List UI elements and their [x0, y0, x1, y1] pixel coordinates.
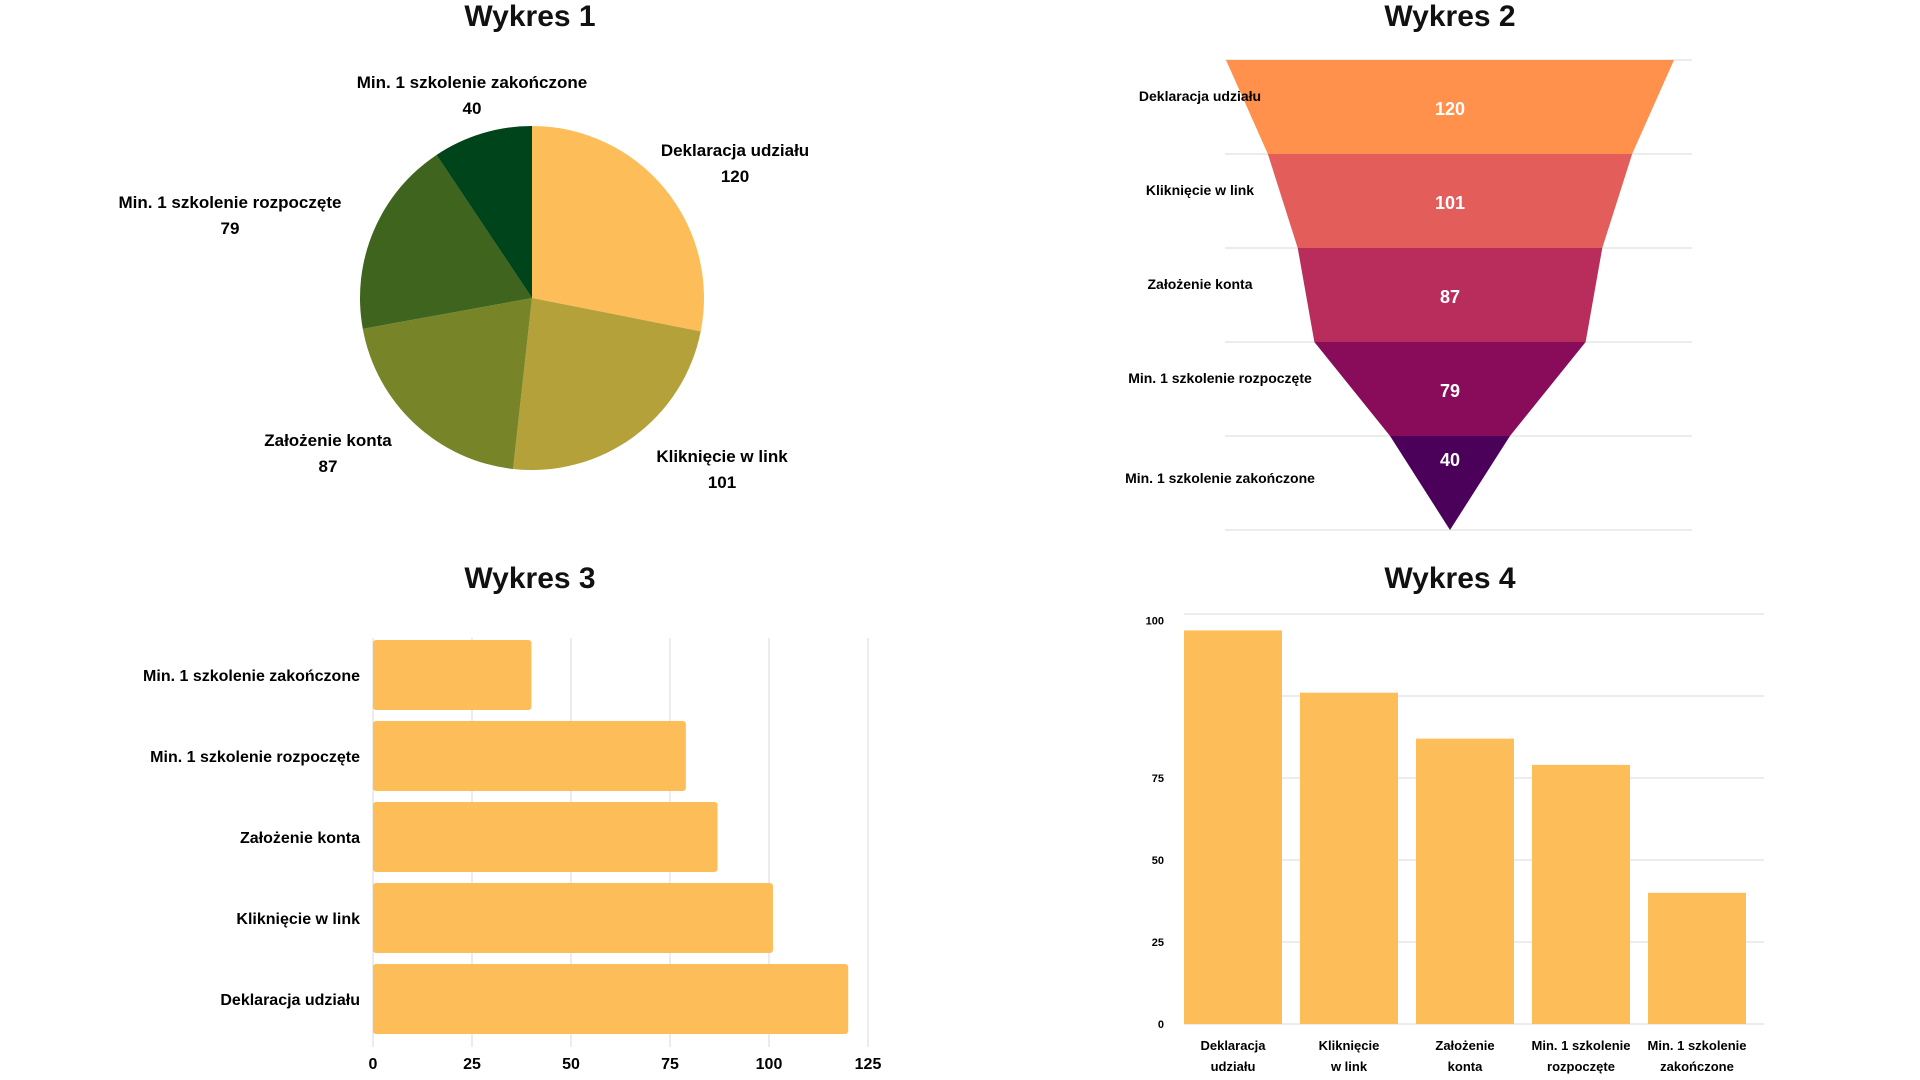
hbar [373, 883, 773, 953]
x-category-label: Kliknięcie [1319, 1038, 1380, 1053]
x-category-label: w link [1330, 1059, 1368, 1074]
funnel-category-label: Min. 1 szkolenie rozpoczęte [1128, 370, 1312, 386]
x-category-label: rozpoczęte [1547, 1059, 1615, 1074]
chart-4-title: Wykres 4 [1384, 562, 1516, 595]
chart-2-title: Wykres 2 [1384, 0, 1516, 33]
pie-slice [532, 126, 704, 332]
y-category-label: Kliknięcie w link [236, 911, 360, 928]
funnel-value-label: 120 [1435, 99, 1465, 119]
y-category-label: Min. 1 szkolenie zakończone [143, 668, 360, 685]
pie-category-label: Założenie konta [264, 431, 392, 450]
funnel-segment [1226, 60, 1674, 154]
funnel-value-label: 79 [1440, 381, 1460, 401]
pie-category-label: Min. 1 szkolenie zakończone [357, 73, 588, 92]
pie-category-label: Deklaracja udziału [661, 141, 809, 160]
x-category-label: zakończone [1660, 1059, 1734, 1074]
chart-4-panel: Wykres 4 0 25 50 75 100 Deklaracja udziału Klik… [1060, 560, 1920, 1080]
chart-3-title: Wykres 3 [464, 562, 596, 595]
chart-3-panel: Wykres 3 0 25 50 75 100 125 Min. 1 szkolenie z… [0, 560, 1060, 1080]
funnel-category-label: Deklaracja udziału [1139, 88, 1261, 104]
chart-1-panel: Wykres 1 Deklaracja udziału 120 Kliknięcie… [0, 0, 1060, 540]
funnel-value-label: 101 [1435, 193, 1465, 213]
funnel-category-label: Założenie konta [1147, 276, 1252, 292]
hbar [373, 802, 718, 872]
funnel-category-label: Kliknięcie w link [1146, 182, 1254, 198]
chart-2-panel: Wykres 2 120 Deklaracja udziału 101 Kliknię… [1060, 0, 1920, 540]
x-category-label: Min. 1 szkolenie [1648, 1038, 1747, 1053]
x-category-label: konta [1448, 1059, 1483, 1074]
y-category-label: Min. 1 szkolenie rozpoczęte [150, 749, 360, 766]
vbar [1416, 738, 1514, 1024]
x-category-label: udziału [1211, 1059, 1256, 1074]
vertical-bar-chart: 0 25 50 75 100 Deklaracja udziału Kliknięcie w l… [1146, 613, 1764, 1074]
x-tick-label: 50 [562, 1056, 580, 1073]
funnel-segment [1297, 248, 1603, 342]
funnel-chart: 120 Deklaracja udziału 101 Kliknięcie w lin… [1125, 59, 1692, 531]
pie-slice [362, 298, 532, 469]
vbar [1184, 630, 1282, 1024]
y-category-label: Deklaracja udziału [220, 992, 360, 1009]
hbar [373, 964, 849, 1034]
y-tick-label: 100 [1146, 616, 1164, 628]
pie-slice [436, 126, 532, 298]
x-category-label: Założenie [1435, 1038, 1494, 1053]
vbar [1648, 892, 1746, 1024]
x-tick-label: 0 [369, 1056, 378, 1073]
pie-category-label: Min. 1 szkolenie rozpoczęte [119, 193, 342, 212]
pie-slice [513, 298, 701, 471]
y-tick-label: 75 [1152, 773, 1164, 785]
x-tick-label: 100 [756, 1056, 783, 1073]
vbar [1532, 764, 1630, 1024]
pie-value-label: 101 [708, 473, 736, 492]
pie-category-label: Kliknięcie w link [656, 447, 788, 466]
x-category-label: Deklaracja [1200, 1038, 1266, 1053]
pie-value-label: 79 [221, 219, 240, 238]
funnel-segment [1267, 154, 1633, 248]
funnel-value-label: 40 [1440, 450, 1460, 470]
pie-value-label: 120 [721, 167, 749, 186]
y-tick-label: 50 [1152, 855, 1164, 867]
hbar [373, 721, 686, 791]
pie-slice [359, 154, 532, 329]
funnel-category-label: Min. 1 szkolenie zakończone [1125, 470, 1315, 486]
pie-value-label: 87 [319, 457, 338, 476]
vbar [1300, 692, 1398, 1024]
funnel-value-label: 87 [1440, 287, 1460, 307]
horizontal-bar-chart: 0 25 50 75 100 125 Min. 1 szkolenie zakończone… [143, 638, 882, 1073]
pie-value-label: 40 [463, 99, 482, 118]
hbar [373, 640, 532, 710]
x-category-label: Min. 1 szkolenie [1532, 1038, 1631, 1053]
x-tick-label: 25 [463, 1056, 481, 1073]
funnel-segment [1314, 342, 1586, 436]
pie-chart: Deklaracja udziału 120 Kliknięcie w link 10… [119, 73, 810, 492]
y-tick-label: 25 [1152, 937, 1164, 949]
x-tick-label: 75 [661, 1056, 679, 1073]
chart-1-title: Wykres 1 [464, 0, 596, 33]
x-tick-label: 125 [855, 1056, 882, 1073]
y-tick-label: 0 [1158, 1019, 1164, 1031]
y-category-label: Założenie konta [240, 830, 360, 847]
funnel-segment [1390, 436, 1510, 530]
